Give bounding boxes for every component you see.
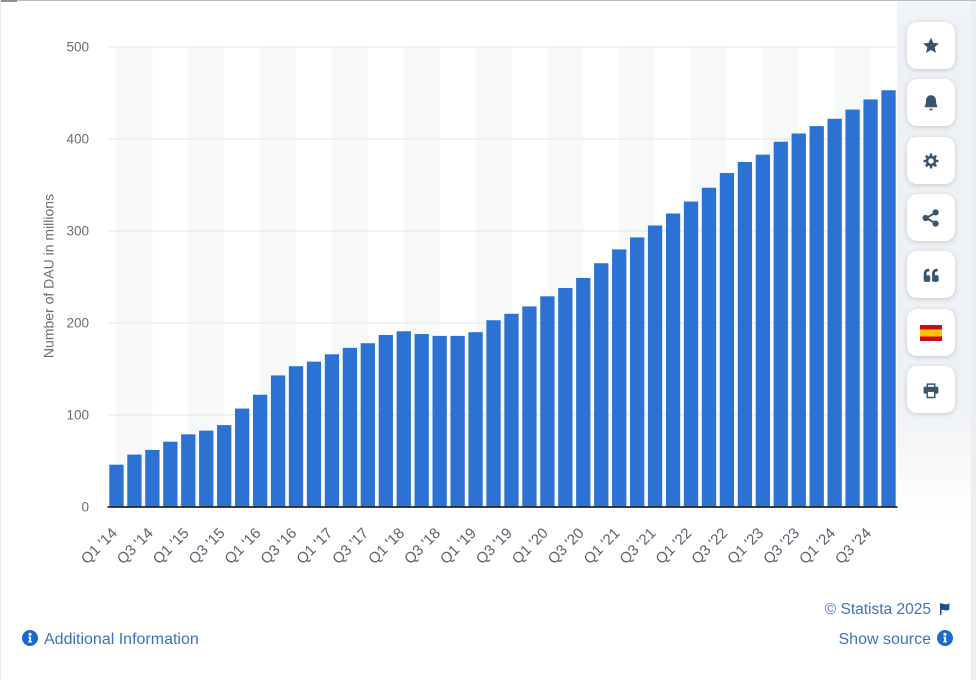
svg-text:Q3 '22: Q3 '22 xyxy=(688,525,731,568)
svg-text:400: 400 xyxy=(66,132,89,147)
svg-text:Number of DAU in millions: Number of DAU in millions xyxy=(41,194,57,358)
svg-text:Q3 '15: Q3 '15 xyxy=(186,525,229,568)
svg-text:200: 200 xyxy=(66,316,89,331)
svg-text:0: 0 xyxy=(81,500,89,515)
svg-text:Q3 '16: Q3 '16 xyxy=(257,525,300,568)
svg-text:Q1 '18: Q1 '18 xyxy=(365,525,408,568)
svg-text:Q1 '24: Q1 '24 xyxy=(796,525,839,568)
svg-text:Q1 '14: Q1 '14 xyxy=(78,525,121,568)
svg-text:Q1 '23: Q1 '23 xyxy=(724,525,767,568)
svg-text:100: 100 xyxy=(66,408,89,423)
svg-text:Q1 '17: Q1 '17 xyxy=(293,525,336,568)
svg-text:Q3 '24: Q3 '24 xyxy=(832,525,875,568)
svg-text:Q3 '23: Q3 '23 xyxy=(760,525,803,568)
svg-text:300: 300 xyxy=(66,224,89,239)
svg-text:Q1 '16: Q1 '16 xyxy=(221,525,264,568)
svg-text:Q1 '22: Q1 '22 xyxy=(652,525,695,568)
svg-text:500: 500 xyxy=(66,40,89,55)
svg-text:Q3 '18: Q3 '18 xyxy=(401,525,444,568)
svg-text:Q3 '19: Q3 '19 xyxy=(473,525,516,568)
svg-text:Q3 '20: Q3 '20 xyxy=(545,525,588,568)
svg-text:Q1 '15: Q1 '15 xyxy=(150,525,193,568)
svg-text:Q1 '20: Q1 '20 xyxy=(509,525,552,568)
svg-text:Q3 '21: Q3 '21 xyxy=(616,525,659,568)
svg-text:Q1 '19: Q1 '19 xyxy=(437,525,480,568)
svg-text:Q1 '21: Q1 '21 xyxy=(581,525,624,568)
svg-text:Q3 '17: Q3 '17 xyxy=(329,525,372,568)
svg-text:Q3 '14: Q3 '14 xyxy=(114,525,157,568)
